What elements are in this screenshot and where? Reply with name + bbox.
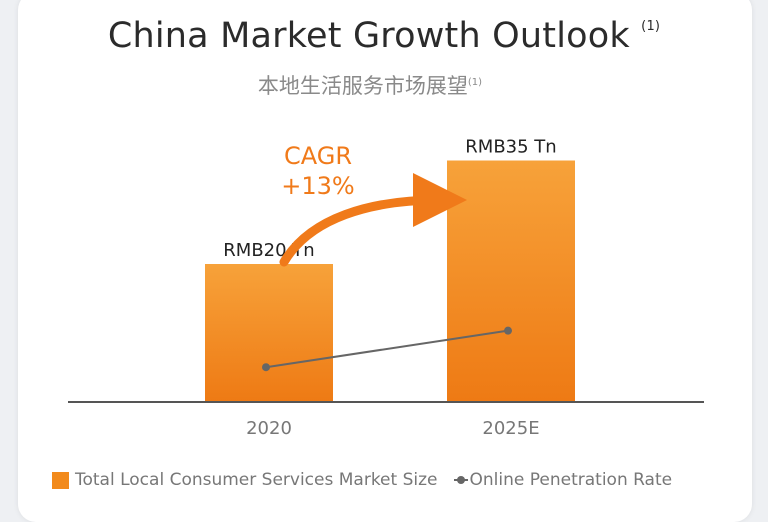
legend-bar-swatch: [52, 471, 69, 489]
chart-subtitle: 本地生活服务市场展望(1): [0, 70, 740, 100]
cagr-arrow: [279, 173, 467, 267]
cagr-label: CAGR: [284, 142, 352, 170]
penetration-point-2025E: [504, 326, 512, 335]
chart-card: [18, 0, 752, 522]
chart-title: China Market Growth Outlook (1): [0, 16, 768, 56]
chart-legend: Total Local Consumer Services Market Siz…: [52, 468, 672, 492]
penetration-point-2020: [262, 363, 270, 372]
legend-line-swatch: [453, 476, 468, 484]
x-tick-label-2020: 2020: [246, 418, 292, 439]
bar-2025E: [447, 160, 575, 402]
cagr-value: +13%: [281, 172, 354, 200]
legend-bar-label: Total Local Consumer Services Market Siz…: [75, 470, 438, 490]
chart-title-text: China Market Growth Outlook: [107, 16, 630, 56]
x-tick-label-2025E: 2025E: [482, 418, 539, 439]
chart-subtitle-text: 本地生活服务市场展望: [257, 74, 468, 98]
penetration-line: [265, 329, 509, 369]
legend-line-label: Online Penetration Rate: [469, 470, 673, 490]
title-footnote-marker: (1): [641, 19, 661, 35]
bar-2020: [205, 264, 333, 402]
bar-value-label-2025E: RMB35 Tn: [465, 137, 556, 158]
subtitle-footnote-marker: (1): [467, 77, 483, 88]
